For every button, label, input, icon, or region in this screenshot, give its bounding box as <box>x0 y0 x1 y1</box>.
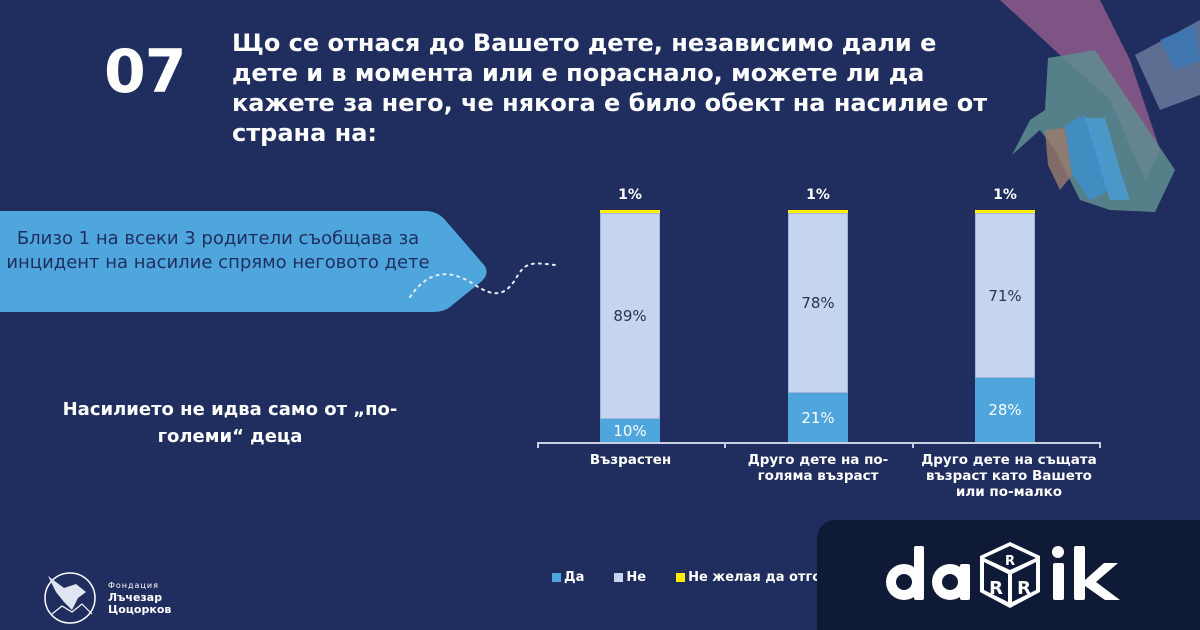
bar-3-no-answer-label: 1% <box>993 187 1017 203</box>
segment-no-answer <box>975 210 1035 213</box>
callout-text: Близо 1 на всеки 3 родители съобщава за … <box>6 228 430 273</box>
dotted-curve-decoration <box>409 262 556 298</box>
legend-item-yes: Да <box>552 570 584 585</box>
segment-yes-label: 28% <box>988 401 1022 419</box>
x-axis-tick <box>537 442 539 448</box>
subnote-text: Насилието не идва само от „по-големи“ де… <box>62 399 398 447</box>
legend-swatch-no-answer <box>676 573 686 582</box>
legend-item-no-answer: Не желая да отговоря <box>676 570 856 585</box>
legend-item-no: Не <box>614 570 646 585</box>
x-axis-tick <box>912 442 914 448</box>
x-axis-tick <box>1099 442 1101 448</box>
foundation-name-2: Цоцорков <box>108 603 172 616</box>
segment-no-answer <box>788 210 848 213</box>
callout-box: Близо 1 на всеки 3 родители съобщава за … <box>0 211 490 313</box>
bar-vazrasten: 89% 10% <box>600 210 660 442</box>
svg-text:R: R <box>1005 554 1015 569</box>
segment-no: 78% <box>788 213 848 393</box>
segment-no-label: 89% <box>613 307 647 325</box>
segment-yes: 28% <box>975 378 1035 442</box>
svg-text:R: R <box>1017 578 1031 599</box>
holding-hands-illustration <box>1000 0 1200 212</box>
question-number: 07 <box>104 37 186 107</box>
legend-swatch-no <box>614 573 624 582</box>
x-axis-tick <box>724 442 726 448</box>
segment-yes: 21% <box>788 393 848 442</box>
segment-no: 89% <box>600 213 660 419</box>
foundation-name-1: Лъчезар <box>108 591 163 604</box>
bar-older-child: 78% 21% <box>788 210 848 442</box>
eagle-emblem-icon <box>44 572 96 624</box>
callout-arrow-shape <box>0 211 487 312</box>
foundation-logo: Фондация Лъчезар Цоцорков <box>42 570 171 626</box>
segment-no-answer <box>600 210 660 213</box>
stacked-bar-chart: 1% 89% 10% 1% 78% 21% 1% 71% 28% Възраст… <box>537 180 1102 520</box>
bar-same-age-child: 71% 28% <box>975 210 1035 442</box>
legend-label: Да <box>564 570 585 585</box>
segment-yes-label: 21% <box>801 408 835 427</box>
segment-no-label: 71% <box>988 286 1022 305</box>
segment-yes: 10% <box>600 419 660 442</box>
category-label: Друго дете на същата възраст като Вашето… <box>921 452 1097 500</box>
x-axis-line <box>537 442 1101 444</box>
segment-no-label: 78% <box>801 294 835 312</box>
svg-text:R: R <box>989 578 1003 599</box>
segment-no: 71% <box>975 213 1035 378</box>
legend-label: Не желая да отговоря <box>688 570 857 585</box>
bar-2-no-answer-label: 1% <box>806 187 830 203</box>
foundation-label: Фондация <box>108 581 159 590</box>
darik-logo: R R R <box>886 542 1120 608</box>
bar-1-no-answer-label: 1% <box>618 187 642 203</box>
question-title: Що се отнася до Вашето дете, независимо … <box>232 29 988 147</box>
category-label: Друго дете на по-голяма възраст <box>747 452 889 484</box>
legend-label: Не <box>626 570 647 585</box>
chart-legend: Да Не Не желая да отговоря <box>552 570 856 585</box>
segment-yes-label: 10% <box>613 421 647 440</box>
legend-swatch-yes <box>552 573 561 582</box>
category-label: Възрастен <box>589 452 672 468</box>
